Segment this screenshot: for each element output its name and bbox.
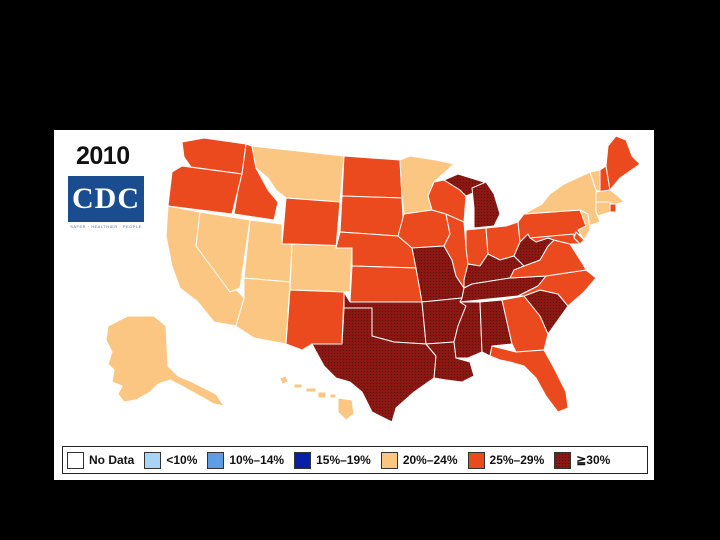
legend-label: 20%–24% [402,453,458,467]
map-panel: 2010 CDC SAFER · HEALTHIER · PEOPLE No D… [54,130,654,480]
cdc-logo: CDC SAFER · HEALTHIER · PEOPLE [68,176,144,232]
state-or [167,165,243,215]
state-ks [349,265,423,303]
state-ia [397,209,451,249]
legend-label: 10%–14% [229,453,285,467]
map-legend: No Data <10% 10%–14% 15%–19% 20%–24% 25%–29% ≧… [62,446,648,474]
state-nv [195,211,251,293]
state-ri [609,203,617,213]
state-hi [305,387,317,393]
state-ct [595,201,611,217]
state-nd [341,155,403,199]
legend-item: 10%–14% [207,451,285,469]
legend-swatch [207,451,225,469]
map-year: 2010 [76,142,130,170]
us-map [105,135,641,423]
state-ak [105,315,225,407]
legend-item: 15%–19% [294,451,371,469]
legend-swatch [67,451,84,469]
legend-swatch [554,451,572,469]
state-md [529,233,581,245]
state-hi [317,391,327,399]
legend-label: <10% [166,453,198,467]
legend-item: <10% [144,451,198,469]
state-hi [337,397,355,421]
legend-swatch [144,451,162,469]
state-mi [471,181,501,229]
state-me [605,135,641,191]
state-nm [285,289,345,351]
legend-label: 15%–19% [316,453,371,467]
legend-item: ≧30% [554,451,611,469]
legend-swatch [294,451,312,469]
state-tx [311,307,437,423]
state-wy [281,197,341,249]
state-hi [329,393,337,399]
state-az [235,277,291,345]
legend-swatch [380,451,398,469]
state-hi [279,375,289,385]
state-nc [517,269,597,307]
legend-label: No Data [89,453,135,467]
legend-swatch [467,451,485,469]
state-co [289,243,353,293]
cdc-logo-tagline: SAFER · HEALTHIER · PEOPLE [70,224,142,229]
cdc-logo-mark: CDC [68,176,144,222]
legend-label: 25%–29% [489,453,545,467]
legend-item: No Data [67,451,135,469]
state-fl [489,345,569,413]
legend-item: 25%–29% [467,451,545,469]
state-hi [293,383,303,389]
legend-label: ≧30% [576,453,611,467]
legend-item: 20%–24% [380,451,458,469]
